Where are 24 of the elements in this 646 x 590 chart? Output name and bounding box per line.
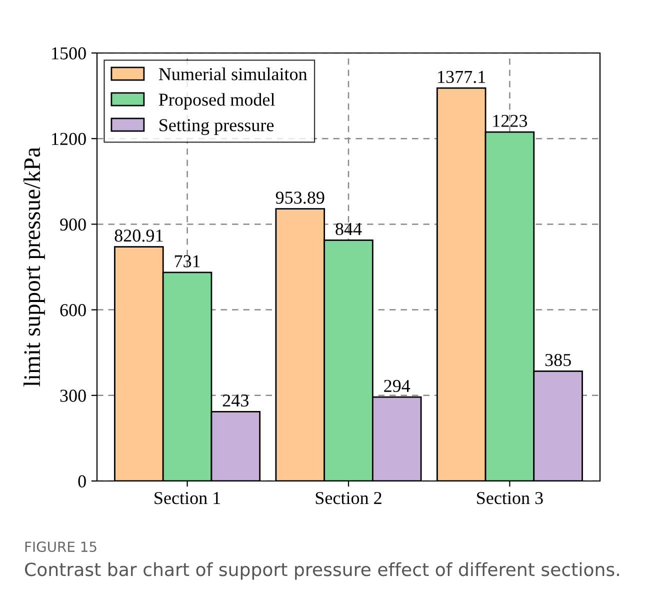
data-label: 294 [384, 380, 410, 392]
data-label: 385 [545, 354, 571, 366]
y-tick-label: 300 [60, 390, 86, 402]
data-label: 820.91 [114, 230, 163, 242]
data-label: 844 [336, 222, 362, 236]
y-tick-label: 0 [78, 475, 86, 488]
legend-label: Proposed model [158, 93, 275, 110]
y-tick-label: 1200 [52, 132, 86, 146]
x-tick-label: Section 2 [316, 492, 382, 504]
y-tick-label: 900 [60, 218, 86, 231]
y-axis-title: limit support pressue/kPa [24, 147, 45, 387]
text: Contrast bar chart of support pressure effect of different sections. [25, 562, 619, 580]
legend-label: Setting pressure [160, 119, 274, 136]
data-label: 953.89 [276, 192, 324, 204]
x-tick-label: Section 3 [477, 492, 543, 504]
caption: FIGURE 15 [25, 542, 96, 552]
x-tick-label: Section 1 [154, 492, 220, 504]
data-label: 1377.1 [438, 70, 486, 84]
y-tick-label: 600 [60, 304, 86, 316]
legend-label: Numerial simulaiton [158, 68, 308, 80]
data-label: 1223 [493, 114, 528, 127]
data-label: 243 [222, 394, 248, 407]
data-label: 731 [174, 255, 200, 268]
y-tick-label: 1500 [52, 47, 86, 60]
